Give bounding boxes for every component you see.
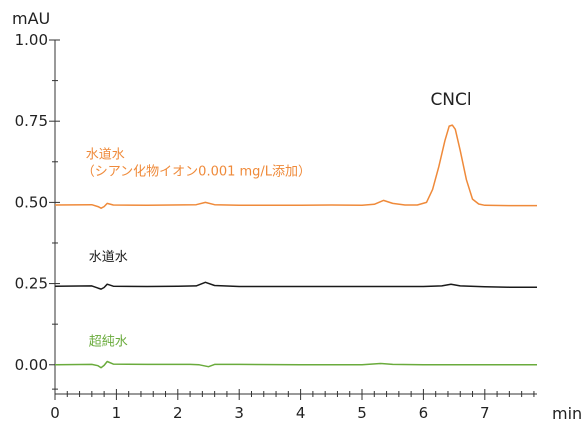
series-line-2 [54, 281, 537, 290]
axes: 0.00 0.25 0.50 0.75 1.00 0 1 2 3 4 5 6 7 [15, 31, 537, 422]
series-line-3 [54, 360, 537, 369]
x-axis-unit-label: min [552, 404, 582, 423]
series-line-1 [54, 124, 537, 209]
series-label-2: 水道水 [89, 250, 128, 265]
x-tick-label: 3 [234, 404, 244, 422]
y-axis-unit-label: mAU [12, 9, 50, 28]
x-tick-label: 1 [112, 404, 122, 422]
x-tick-label: 2 [173, 404, 183, 422]
y-tick-label: 0.50 [15, 193, 48, 211]
x-tick-label: 7 [480, 404, 490, 422]
x-tick-label: 5 [357, 404, 367, 422]
x-tick-label: 4 [296, 404, 306, 422]
series-label-3: 超純水 [89, 334, 128, 349]
peak-annotation: CNCl [430, 90, 471, 110]
x-tick-label: 6 [419, 404, 429, 422]
chart-labels: mAU min [12, 9, 582, 423]
y-tick-label: 0.25 [15, 275, 48, 293]
y-tick-label: 0.00 [15, 356, 48, 374]
series-label-1: 水道水 [86, 148, 125, 163]
x-tick-label: 0 [50, 404, 60, 422]
y-tick-label: 1.00 [15, 31, 48, 49]
series-label-1-line2: （シアン化物イオン0.001 mg/L添加） [82, 165, 311, 180]
y-tick-label: 0.75 [15, 112, 48, 130]
